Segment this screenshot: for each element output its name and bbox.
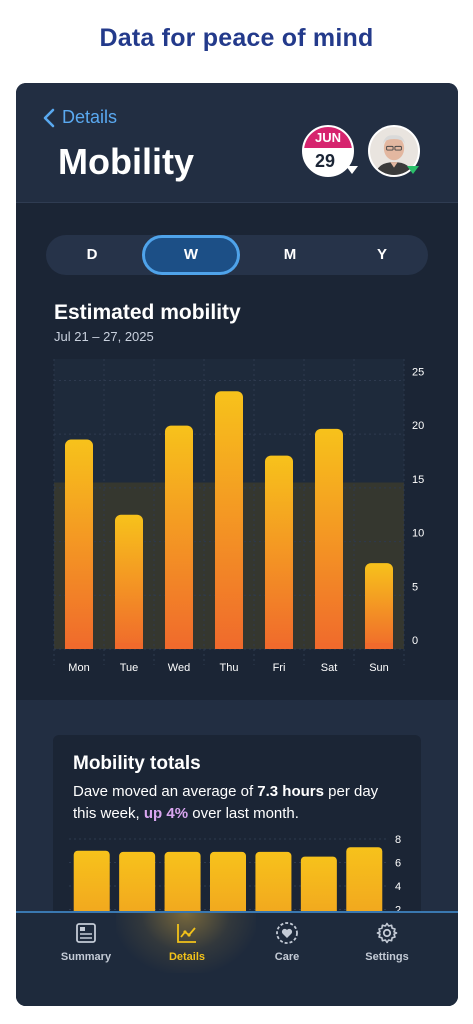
totals-bar[interactable] xyxy=(73,850,110,921)
y-tick-label: 5 xyxy=(412,581,418,593)
totals-bar-chart: 2 4 6 8 xyxy=(69,834,401,921)
segment-week[interactable]: W xyxy=(142,235,240,275)
y-tick-label: 6 xyxy=(395,858,401,870)
tab-details[interactable]: Details xyxy=(142,921,232,963)
active-tab-glow xyxy=(116,913,256,973)
bar-base xyxy=(365,643,393,649)
bar-sat[interactable] xyxy=(315,428,343,649)
y-tick-label: 25 xyxy=(412,366,424,378)
headline: Data for peace of mind xyxy=(99,24,374,52)
chevron-left-icon xyxy=(43,108,55,127)
totals-bar[interactable] xyxy=(119,851,156,921)
totals-text-before: Dave moved an average of xyxy=(73,783,258,800)
bar-wed[interactable] xyxy=(165,425,193,649)
mobility-bar-chart: 0 5 10 15 20 25 Mon Tue Wed Thu Fri Sat Sun xyxy=(53,359,424,674)
page-title: Mobility xyxy=(58,141,194,182)
totals-text-after: over last month. xyxy=(188,805,299,822)
totals-bar[interactable] xyxy=(210,851,246,921)
summary-icon xyxy=(76,923,96,943)
y-tick-label: 2 xyxy=(395,905,401,917)
avatar-status-icon xyxy=(407,166,419,174)
calendar-day: 29 xyxy=(314,151,336,171)
totals-bar[interactable] xyxy=(164,851,201,921)
bar-thu[interactable] xyxy=(215,391,243,649)
x-tick-label: Sun xyxy=(369,662,389,674)
tab-settings[interactable]: Settings xyxy=(342,921,432,963)
heart-icon xyxy=(276,922,298,944)
y-tick-label: 0 xyxy=(412,635,418,647)
bar-base xyxy=(265,643,293,649)
date-range: Jul 21 – 27, 2025 xyxy=(54,329,154,344)
segment-day[interactable]: D xyxy=(86,246,98,263)
totals-hours: 7.3 hours xyxy=(257,783,324,800)
totals-up: up 4% xyxy=(143,805,189,822)
x-tick-label: Tue xyxy=(120,662,139,674)
x-tick-label: Wed xyxy=(168,662,190,674)
tab-care[interactable]: Care xyxy=(242,921,332,963)
phone-screen: Details Mobility JUN 29 D W M Y Esti xyxy=(16,83,458,1006)
back-label: Details xyxy=(62,107,118,127)
period-selector: D W M Y xyxy=(46,235,428,275)
back-button[interactable]: Details xyxy=(42,107,117,128)
x-tick-label: Fri xyxy=(273,662,286,674)
segment-year[interactable]: Y xyxy=(376,246,387,263)
mobility-totals-title: Mobility totals xyxy=(73,753,201,774)
bar-fri[interactable] xyxy=(265,455,293,649)
mobility-totals-text: Dave moved an average of 7.3 hours per d… xyxy=(73,781,393,825)
date-picker-button[interactable]: JUN 29 xyxy=(302,125,354,177)
calendar-month: JUN xyxy=(304,127,352,148)
header: Details Mobility JUN 29 xyxy=(16,83,458,203)
bar-base xyxy=(165,643,193,649)
x-tick-label: Thu xyxy=(220,662,239,674)
bar-base xyxy=(115,643,143,649)
totals-bar[interactable] xyxy=(346,847,383,921)
y-tick-label: 4 xyxy=(395,881,401,893)
tab-bar: Summary Details Care Settings xyxy=(16,911,458,1006)
bar-base xyxy=(315,643,343,649)
x-tick-label: Sat xyxy=(321,662,338,674)
totals-bar[interactable] xyxy=(255,851,292,921)
bar-base xyxy=(65,643,93,649)
tab-care-label: Care xyxy=(274,951,300,963)
calendar-dropdown-icon xyxy=(346,166,358,174)
bar-base xyxy=(215,643,243,649)
y-tick-label: 10 xyxy=(412,528,424,540)
estimated-mobility-card: Estimated mobility Jul 21 – 27, 2025 0 5 1… xyxy=(16,289,458,699)
y-tick-label: 20 xyxy=(412,420,424,432)
tab-summary[interactable]: Summary xyxy=(41,921,131,963)
gear-icon xyxy=(376,922,398,944)
y-tick-label: 8 xyxy=(395,834,401,846)
bar-mon[interactable] xyxy=(65,439,93,649)
y-tick-label: 15 xyxy=(412,474,424,486)
chart-icon xyxy=(177,924,196,943)
bar-tue[interactable] xyxy=(115,514,143,649)
x-tick-label: Mon xyxy=(68,662,89,674)
estimated-mobility-title: Estimated mobility xyxy=(54,301,241,324)
segment-month[interactable]: M xyxy=(283,246,297,263)
totals-bar[interactable] xyxy=(300,856,337,921)
tab-summary-label: Summary xyxy=(60,951,112,963)
bar-sun[interactable] xyxy=(365,563,393,649)
totals-text-mid: per day this week, xyxy=(73,783,379,822)
tab-details-label: Details xyxy=(168,951,206,963)
tab-settings-label: Settings xyxy=(365,951,409,963)
